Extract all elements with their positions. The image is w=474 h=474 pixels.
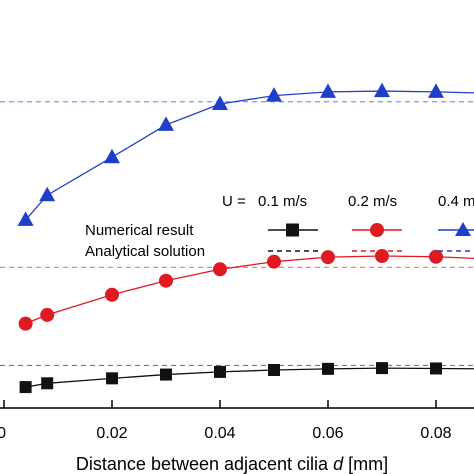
data-point (374, 82, 390, 98)
data-point (268, 364, 280, 376)
data-point (17, 211, 34, 226)
x-tick-label: 0.02 (96, 425, 127, 442)
data-point (266, 87, 282, 102)
legend-numerical-marker-3 (455, 222, 471, 236)
data-point (376, 362, 388, 375)
data-point (375, 249, 389, 263)
data-point (267, 254, 281, 269)
series-layer (17, 82, 474, 394)
data-point (106, 372, 118, 385)
x-tick-label: 0 (0, 425, 6, 442)
x-ticks: 0 0.02 0.04 0.06 0.08 (0, 400, 452, 442)
data-point (160, 368, 172, 381)
legend-numerical-marker-2 (370, 223, 384, 237)
data-point (19, 381, 32, 394)
legend-header-speed-2: 0.2 m/s (348, 193, 397, 210)
data-point (40, 307, 55, 322)
data-point (322, 362, 334, 375)
x-axis-label-variable: d (333, 454, 344, 474)
data-point (105, 287, 119, 302)
x-tick-label: 0.04 (204, 425, 235, 442)
x-axis-label-text: Distance between adjacent cilia (76, 454, 333, 474)
data-point (428, 83, 444, 98)
x-axis-label: Distance between adjacent cilia d [mm] (76, 454, 388, 474)
axes: 0 0.02 0.04 0.06 0.08 (0, 400, 474, 442)
legend-row-analytical: Analytical solution (85, 243, 205, 260)
series-line-1 (25, 367, 474, 388)
legend-header-prefix: U = (222, 193, 246, 210)
data-point (159, 273, 173, 288)
data-point (320, 83, 336, 98)
analytical-lines (0, 101, 474, 367)
data-point (212, 95, 228, 110)
data-point (214, 365, 226, 378)
data-point (39, 186, 56, 202)
legend-row-numerical: Numerical result (85, 222, 194, 239)
legend: U = 0.1 m/s 0.2 m/s 0.4 m/s Numerical re… (85, 193, 474, 260)
legend-header-speed-1: 0.1 m/s (258, 193, 307, 210)
series-line-3 (25, 90, 474, 221)
x-tick-label: 0.08 (420, 425, 451, 442)
x-tick-label: 0.06 (312, 425, 343, 442)
data-point (41, 377, 54, 390)
data-point (321, 250, 335, 265)
legend-numerical-marker-1 (286, 223, 299, 237)
x-axis-label-unit: [mm] (343, 454, 388, 474)
legend-header-speed-3: 0.4 m/s (438, 193, 474, 210)
data-point (104, 148, 120, 164)
series-line-2 (25, 255, 474, 325)
data-point (429, 249, 443, 264)
data-point (430, 362, 442, 375)
data-point (213, 262, 227, 277)
data-point (158, 116, 174, 131)
data-point (18, 316, 33, 331)
